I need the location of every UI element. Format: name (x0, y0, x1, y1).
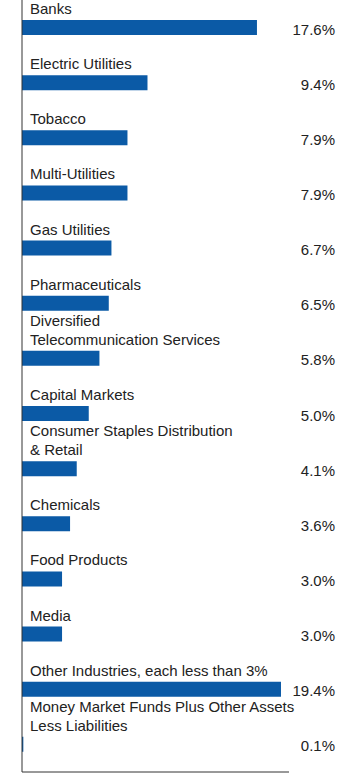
svg-text:Multi-Utilities: Multi-Utilities (30, 165, 115, 182)
svg-text:Consumer Staples Distribution&: Consumer Staples Distribution& Retail (30, 422, 233, 458)
svg-text:6.5%: 6.5% (301, 296, 335, 313)
svg-text:5.0%: 5.0% (301, 407, 335, 424)
svg-text:Gas Utilities: Gas Utilities (30, 221, 110, 238)
svg-text:5.8%: 5.8% (301, 351, 335, 368)
svg-text:19.4%: 19.4% (292, 682, 335, 699)
svg-text:DiversifiedTelecommunication S: DiversifiedTelecommunication Services (30, 312, 220, 348)
svg-text:Food Products: Food Products (30, 551, 128, 568)
svg-text:17.6%: 17.6% (292, 21, 335, 38)
svg-text:3.0%: 3.0% (301, 627, 335, 644)
svg-text:7.9%: 7.9% (301, 186, 335, 203)
svg-text:Tobacco: Tobacco (30, 110, 86, 127)
svg-text:3.6%: 3.6% (301, 517, 335, 534)
svg-text:6.7%: 6.7% (301, 241, 335, 258)
svg-text:Media: Media (30, 607, 72, 624)
svg-text:9.4%: 9.4% (301, 76, 335, 93)
svg-text:Other Industries, each less th: Other Industries, each less than 3% (30, 662, 268, 679)
svg-text:3.0%: 3.0% (301, 572, 335, 589)
svg-text:Banks: Banks (30, 0, 72, 17)
svg-text:Money Market Funds Plus Other: Money Market Funds Plus Other AssetsLess… (30, 698, 294, 734)
svg-text:7.9%: 7.9% (301, 131, 335, 148)
svg-text:0.1%: 0.1% (301, 737, 335, 754)
svg-text:Capital Markets: Capital Markets (30, 386, 134, 403)
svg-text:4.1%: 4.1% (301, 462, 335, 479)
svg-text:Electric Utilities: Electric Utilities (30, 55, 132, 72)
svg-text:Chemicals: Chemicals (30, 496, 100, 513)
svg-text:Pharmaceuticals: Pharmaceuticals (30, 276, 141, 293)
